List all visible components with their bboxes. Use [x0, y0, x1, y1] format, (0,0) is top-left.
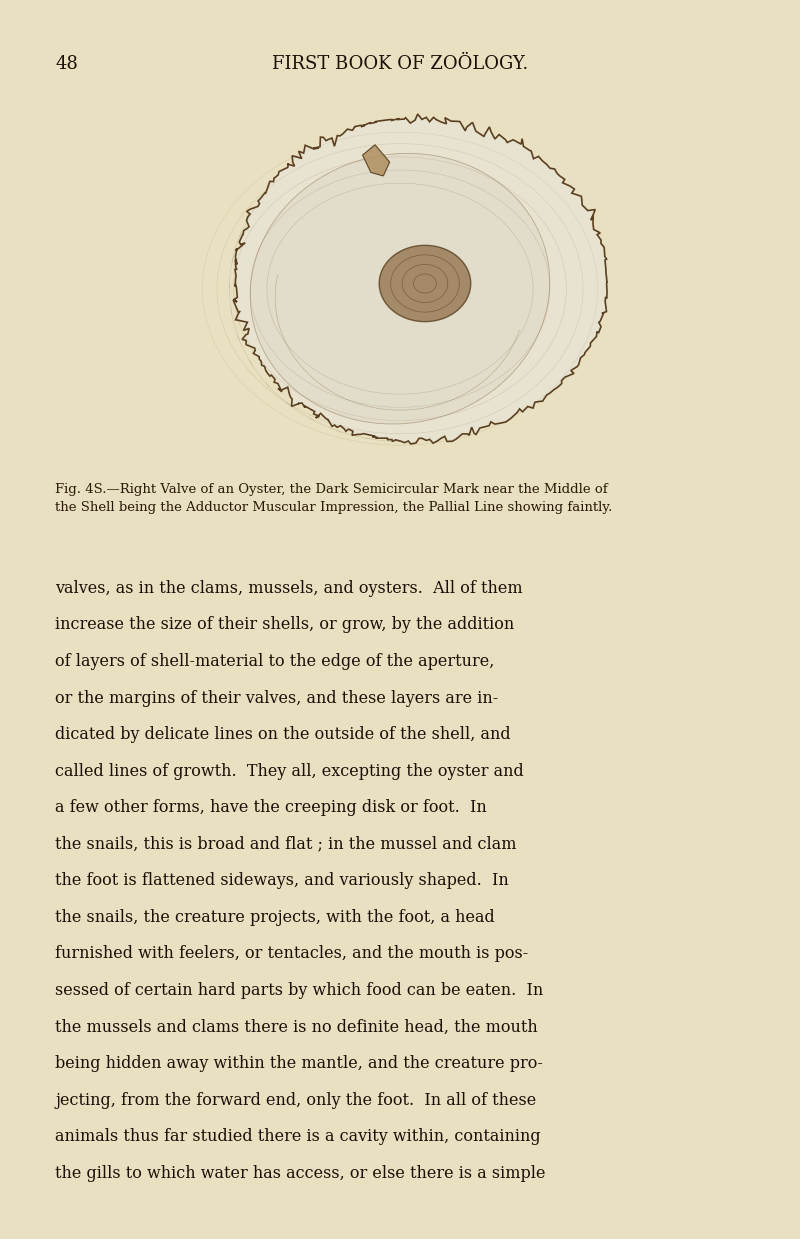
- Text: the snails, the creature projects, with the foot, a head: the snails, the creature projects, with …: [55, 909, 494, 926]
- Polygon shape: [379, 245, 470, 322]
- Text: the mussels and clams there is no definite head, the mouth: the mussels and clams there is no defini…: [55, 1018, 538, 1036]
- Polygon shape: [233, 114, 607, 444]
- Text: dicated by delicate lines on the outside of the shell, and: dicated by delicate lines on the outside…: [55, 726, 510, 743]
- Text: 48: 48: [55, 56, 78, 73]
- Polygon shape: [250, 154, 550, 424]
- Text: Fig. 4S.—Right Valve of an Oyster, the Dark Semicircular Mark near the Middle of: Fig. 4S.—Right Valve of an Oyster, the D…: [55, 483, 612, 514]
- Text: or the margins of their valves, and these layers are in-: or the margins of their valves, and thes…: [55, 689, 498, 706]
- Text: of layers of shell-material to the edge of the aperture,: of layers of shell-material to the edge …: [55, 653, 494, 670]
- Text: sessed of certain hard parts by which food can be eaten.  In: sessed of certain hard parts by which fo…: [55, 981, 543, 999]
- Text: FIRST BOOK OF ZOÖLOGY.: FIRST BOOK OF ZOÖLOGY.: [272, 56, 528, 73]
- Text: jecting, from the forward end, only the foot.  In all of these: jecting, from the forward end, only the …: [55, 1092, 536, 1109]
- Text: the gills to which water has access, or else there is a simple: the gills to which water has access, or …: [55, 1165, 546, 1182]
- Text: animals thus far studied there is a cavity within, containing: animals thus far studied there is a cavi…: [55, 1127, 541, 1145]
- Text: the foot is flattened sideways, and variously shaped.  In: the foot is flattened sideways, and vari…: [55, 872, 509, 890]
- Text: being hidden away within the mantle, and the creature pro-: being hidden away within the mantle, and…: [55, 1056, 543, 1072]
- Text: the snails, this is broad and flat ; in the mussel and clam: the snails, this is broad and flat ; in …: [55, 836, 517, 852]
- Text: a few other forms, have the creeping disk or foot.  In: a few other forms, have the creeping dis…: [55, 799, 486, 817]
- Text: called lines of growth.  They all, excepting the oyster and: called lines of growth. They all, except…: [55, 763, 524, 779]
- Polygon shape: [362, 145, 390, 176]
- Text: increase the size of their shells, or grow, by the addition: increase the size of their shells, or gr…: [55, 617, 514, 633]
- Text: furnished with feelers, or tentacles, and the mouth is pos-: furnished with feelers, or tentacles, an…: [55, 945, 528, 963]
- Text: valves, as in the clams, mussels, and oysters.  All of them: valves, as in the clams, mussels, and oy…: [55, 580, 522, 597]
